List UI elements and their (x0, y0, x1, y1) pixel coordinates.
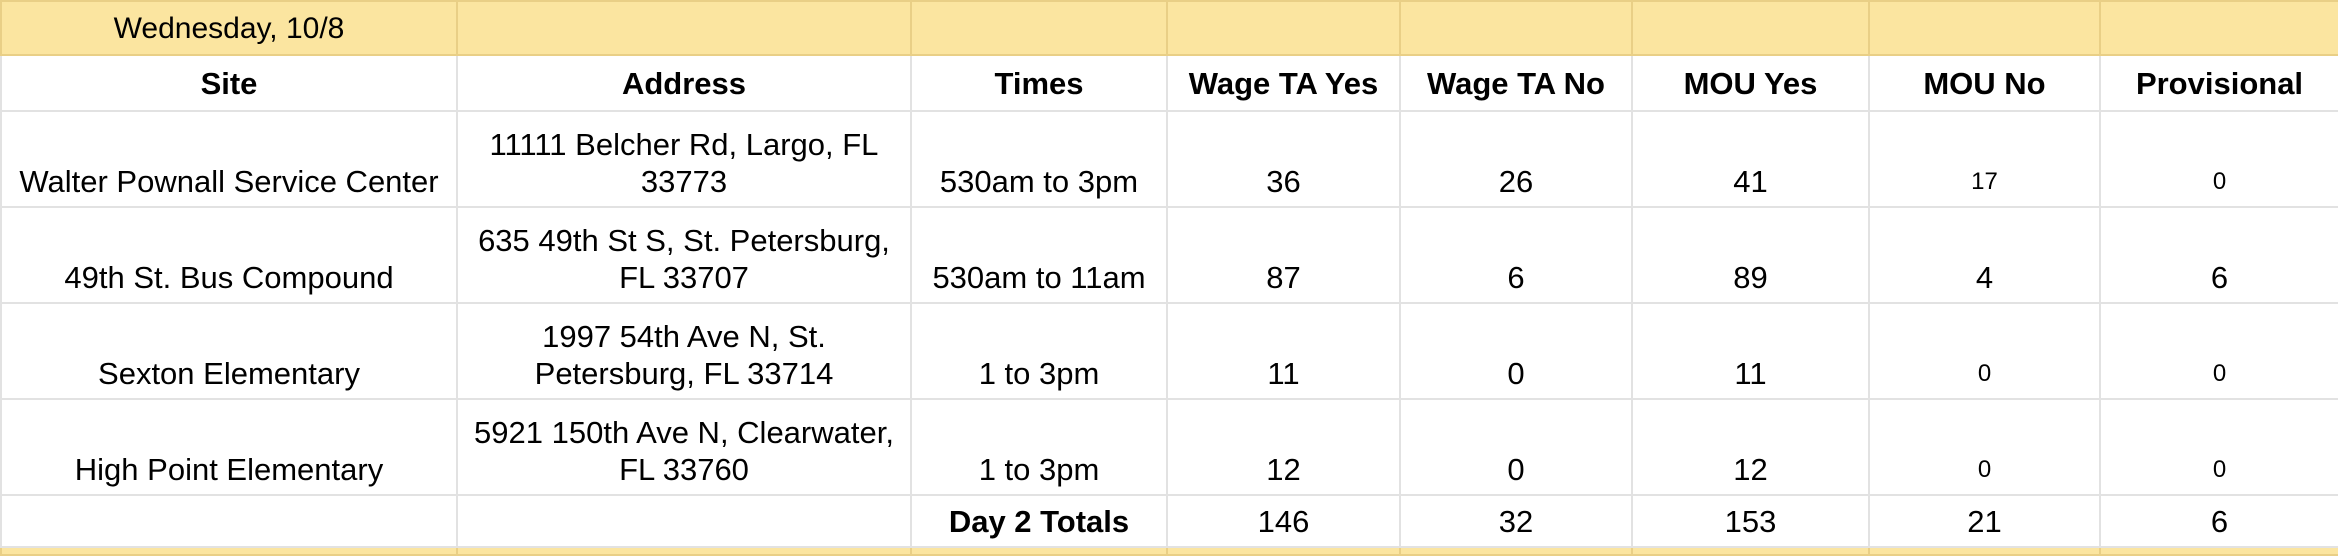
cell[interactable] (1399, 0, 1633, 56)
mou-no-cell[interactable]: 0 (1868, 302, 2101, 400)
header-address[interactable]: Address (456, 54, 912, 112)
header-times[interactable]: Times (910, 54, 1168, 112)
wage-ta-yes-cell[interactable]: 36 (1166, 110, 1401, 208)
wage-ta-no-cell[interactable]: 0 (1399, 302, 1633, 400)
mou-no-cell[interactable]: 0 (1868, 398, 2101, 496)
mou-yes-cell[interactable]: 12 (1631, 398, 1870, 496)
date-banner-row: Wednesday, 10/8 (0, 0, 2338, 56)
total-provisional[interactable]: 6 (2099, 494, 2338, 548)
total-wage-ta-no[interactable]: 32 (1399, 494, 1633, 548)
wage-ta-no-cell[interactable]: 6 (1399, 206, 1633, 304)
cell[interactable] (456, 0, 912, 56)
times-cell[interactable]: 1 to 3pm (910, 398, 1168, 496)
cell[interactable] (1166, 546, 1401, 556)
site-cell[interactable]: Walter Pownall Service Center (0, 110, 458, 208)
wage-ta-yes-cell[interactable]: 87 (1166, 206, 1401, 304)
times-cell[interactable]: 1 to 3pm (910, 302, 1168, 400)
cell[interactable] (456, 494, 912, 548)
wage-ta-no-cell[interactable]: 0 (1399, 398, 1633, 496)
header-provisional[interactable]: Provisional (2099, 54, 2338, 112)
header-site[interactable]: Site (0, 54, 458, 112)
wage-ta-no-cell[interactable]: 26 (1399, 110, 1633, 208)
total-mou-no[interactable]: 21 (1868, 494, 2101, 548)
totals-label[interactable]: Day 2 Totals (910, 494, 1168, 548)
provisional-cell[interactable]: 0 (2099, 398, 2338, 496)
header-wage-ta-yes[interactable]: Wage TA Yes (1166, 54, 1401, 112)
cell[interactable] (456, 546, 912, 556)
mou-yes-cell[interactable]: 41 (1631, 110, 1870, 208)
site-cell[interactable]: 49th St. Bus Compound (0, 206, 458, 304)
total-mou-yes[interactable]: 153 (1631, 494, 1870, 548)
mou-no-cell[interactable]: 4 (1868, 206, 2101, 304)
cell[interactable] (1166, 0, 1401, 56)
site-cell[interactable]: Sexton Elementary (0, 302, 458, 400)
cell[interactable] (1399, 546, 1633, 556)
address-cell[interactable]: 635 49th St S, St. Petersburg, FL 33707 (456, 206, 912, 304)
provisional-cell[interactable]: 0 (2099, 110, 2338, 208)
mou-no-cell[interactable]: 17 (1868, 110, 2101, 208)
cell[interactable] (2099, 546, 2338, 556)
date-cell[interactable]: Wednesday, 10/8 (0, 0, 458, 56)
totals-row: Day 2 Totals 146 32 153 21 6 (0, 494, 2338, 548)
cell[interactable] (910, 546, 1168, 556)
cell[interactable] (1631, 546, 1870, 556)
next-banner-row (0, 546, 2338, 556)
address-cell[interactable]: 11111 Belcher Rd, Largo, FL 33773 (456, 110, 912, 208)
table-row: Sexton Elementary 1997 54th Ave N, St. P… (0, 302, 2338, 400)
address-cell[interactable]: 1997 54th Ave N, St. Petersburg, FL 3371… (456, 302, 912, 400)
times-cell[interactable]: 530am to 11am (910, 206, 1168, 304)
table-row: Walter Pownall Service Center 11111 Belc… (0, 110, 2338, 208)
header-row: Site Address Times Wage TA Yes Wage TA N… (0, 54, 2338, 112)
cell[interactable] (1868, 546, 2101, 556)
site-cell[interactable]: High Point Elementary (0, 398, 458, 496)
header-mou-no[interactable]: MOU No (1868, 54, 2101, 112)
cell[interactable] (0, 494, 458, 548)
cell[interactable] (1868, 0, 2101, 56)
cell[interactable] (2099, 0, 2338, 56)
provisional-cell[interactable]: 0 (2099, 302, 2338, 400)
table-row: High Point Elementary 5921 150th Ave N, … (0, 398, 2338, 496)
address-cell[interactable]: 5921 150th Ave N, Clearwater, FL 33760 (456, 398, 912, 496)
header-wage-ta-no[interactable]: Wage TA No (1399, 54, 1633, 112)
mou-yes-cell[interactable]: 11 (1631, 302, 1870, 400)
times-cell[interactable]: 530am to 3pm (910, 110, 1168, 208)
mou-yes-cell[interactable]: 89 (1631, 206, 1870, 304)
table-row: 49th St. Bus Compound 635 49th St S, St.… (0, 206, 2338, 304)
wage-ta-yes-cell[interactable]: 12 (1166, 398, 1401, 496)
cell[interactable] (1631, 0, 1870, 56)
total-wage-ta-yes[interactable]: 146 (1166, 494, 1401, 548)
wage-ta-yes-cell[interactable]: 11 (1166, 302, 1401, 400)
provisional-cell[interactable]: 6 (2099, 206, 2338, 304)
header-mou-yes[interactable]: MOU Yes (1631, 54, 1870, 112)
cell[interactable] (0, 546, 458, 556)
cell[interactable] (910, 0, 1168, 56)
